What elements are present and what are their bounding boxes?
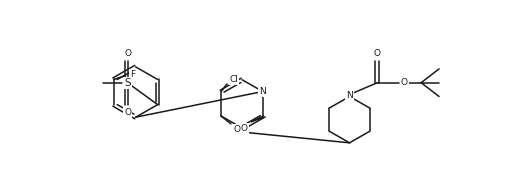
Text: O: O bbox=[374, 49, 381, 58]
Text: Cl: Cl bbox=[229, 75, 238, 84]
Text: N: N bbox=[259, 87, 266, 96]
Text: O: O bbox=[124, 108, 132, 117]
Text: O: O bbox=[241, 124, 248, 133]
Text: O: O bbox=[234, 125, 240, 134]
Text: O: O bbox=[124, 49, 132, 58]
Text: S: S bbox=[125, 78, 131, 88]
Text: N: N bbox=[346, 91, 353, 100]
Text: F: F bbox=[130, 70, 135, 79]
Text: O: O bbox=[401, 78, 408, 87]
